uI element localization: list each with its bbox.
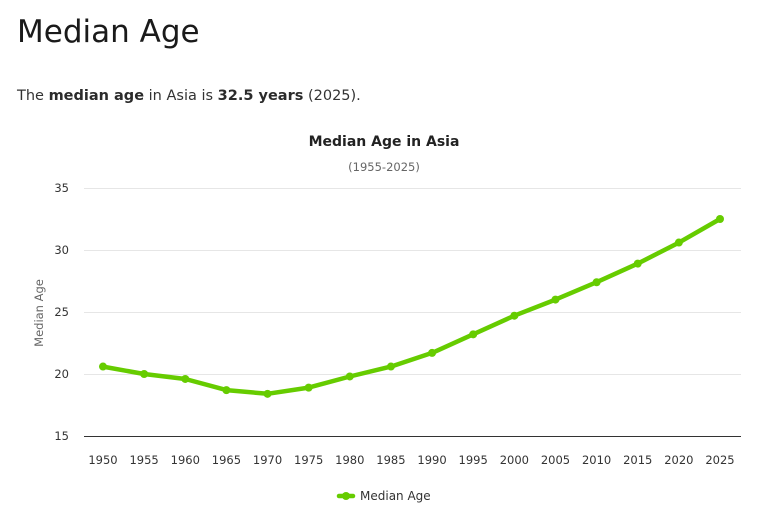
x-tick-label: 1970 xyxy=(253,453,282,467)
chart-title: Median Age in Asia xyxy=(309,134,460,150)
data-point[interactable] xyxy=(716,215,724,223)
x-tick-label: 1980 xyxy=(335,453,364,467)
legend-label-median-age: Median Age xyxy=(360,489,431,503)
intro-suffix: (2025). xyxy=(303,88,361,104)
data-point[interactable] xyxy=(592,278,601,287)
x-tick-label: 2010 xyxy=(582,453,611,467)
x-tick-label: 2000 xyxy=(500,453,529,467)
data-point[interactable] xyxy=(222,386,231,395)
intro-metric: median age xyxy=(48,88,145,104)
data-point[interactable] xyxy=(386,362,395,371)
chart-subtitle: (1955-2025) xyxy=(348,160,420,174)
data-point[interactable] xyxy=(674,238,683,247)
x-tick-label: 2020 xyxy=(664,453,693,467)
x-tick-label: 1990 xyxy=(417,453,446,467)
data-point[interactable] xyxy=(140,370,149,378)
x-tick-label: 1995 xyxy=(459,453,488,467)
y-axis-label: Median Age xyxy=(32,279,46,347)
x-tick-label: 1950 xyxy=(88,453,117,467)
data-point[interactable] xyxy=(469,330,478,339)
intro-text: The median age in Asia is 32.5 years (20… xyxy=(17,87,361,106)
series-line-median-age xyxy=(100,216,723,397)
data-point[interactable] xyxy=(510,311,519,320)
x-tick-label: 2005 xyxy=(541,453,570,467)
y-tick-label: 20 xyxy=(54,367,69,381)
x-tick-label: 1960 xyxy=(171,453,200,467)
x-tick-label: 2025 xyxy=(705,453,734,467)
y-tick-label: 35 xyxy=(54,181,69,195)
data-point[interactable] xyxy=(633,259,642,268)
x-tick-label: 1975 xyxy=(294,453,323,467)
legend[interactable]: Median Age xyxy=(336,489,431,503)
data-point[interactable] xyxy=(181,374,190,383)
x-tick-label: 1985 xyxy=(376,453,405,467)
x-tick-label: 2015 xyxy=(623,453,652,467)
page-title: Median Age xyxy=(17,14,200,50)
grid-lines xyxy=(84,188,741,375)
legend-swatch-marker xyxy=(342,492,350,500)
y-axis-ticks: 15 20 25 30 35 xyxy=(54,181,69,443)
series-points xyxy=(99,215,724,398)
x-axis-ticks: 1950 1955 1960 1965 1970 1975 1980 1985 1990 1995… xyxy=(88,453,734,467)
data-point[interactable] xyxy=(263,389,272,398)
intro-prefix: The xyxy=(17,88,49,104)
data-point[interactable] xyxy=(551,295,560,304)
data-point[interactable] xyxy=(428,348,437,357)
x-tick-label: 1955 xyxy=(129,453,158,467)
y-tick-label: 30 xyxy=(54,243,69,257)
data-point[interactable] xyxy=(99,362,107,371)
y-tick-label: 25 xyxy=(54,305,69,319)
y-tick-label: 15 xyxy=(54,429,69,443)
data-point[interactable] xyxy=(304,383,313,392)
x-tick-label: 1965 xyxy=(212,453,241,467)
data-point[interactable] xyxy=(345,372,354,381)
intro-middle: in Asia is xyxy=(144,88,218,104)
intro-value: 32.5 years xyxy=(217,88,304,104)
median-age-chart: Median Age in Asia (1955-2025) 152025303… xyxy=(32,134,741,503)
